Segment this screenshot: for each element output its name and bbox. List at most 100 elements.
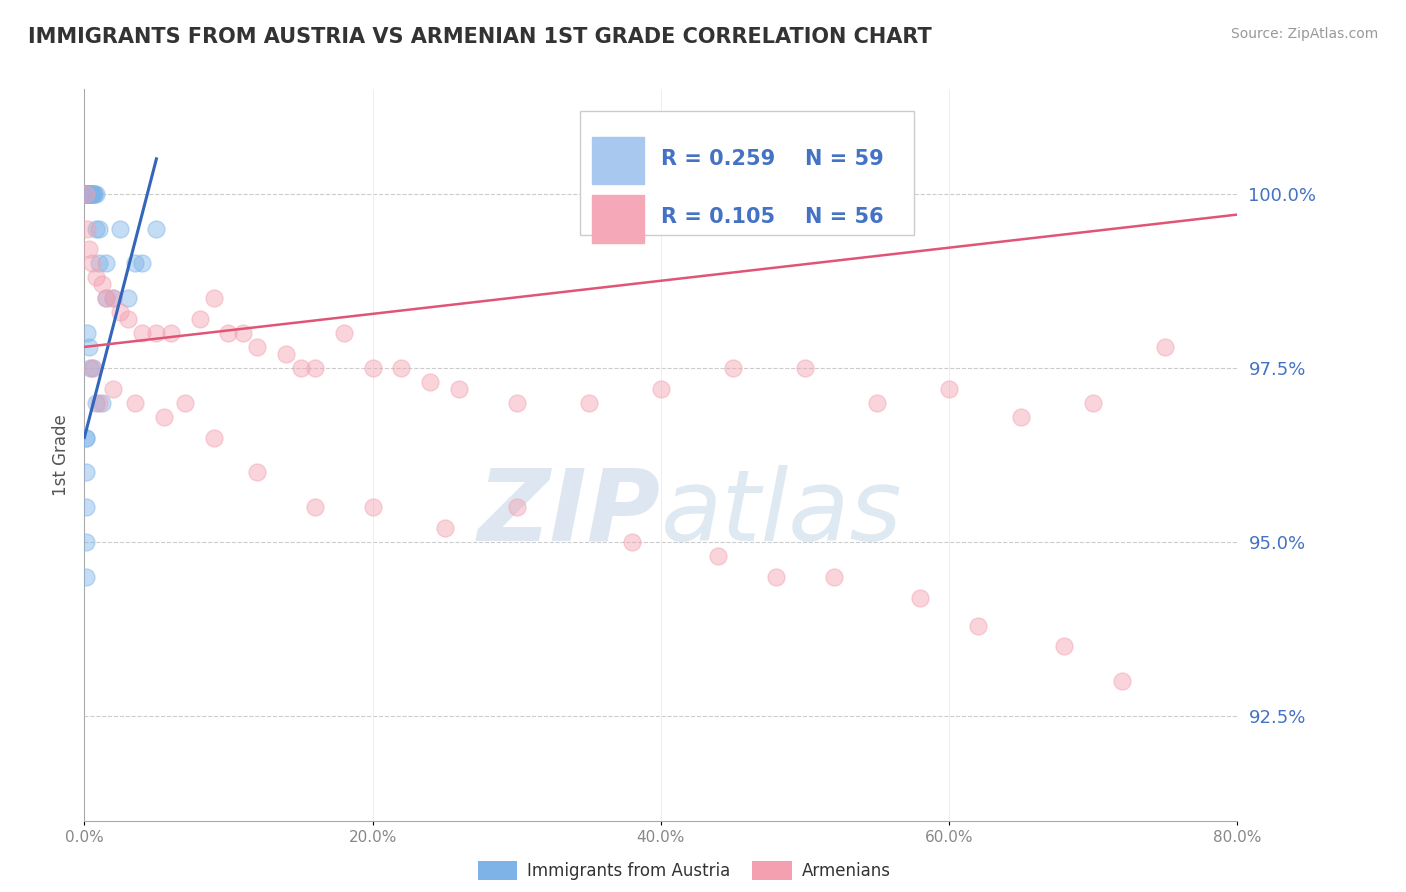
Point bbox=[103, 291, 124, 305]
Point bbox=[578, 395, 600, 409]
Point bbox=[80, 186, 103, 201]
Point bbox=[75, 430, 97, 444]
Point bbox=[866, 395, 889, 409]
Point bbox=[1053, 640, 1076, 654]
Point bbox=[202, 291, 225, 305]
Point bbox=[145, 221, 167, 235]
Point bbox=[90, 395, 112, 409]
Point bbox=[246, 466, 269, 480]
Text: ZIP: ZIP bbox=[478, 465, 661, 562]
Point bbox=[75, 186, 97, 201]
Point bbox=[152, 409, 174, 424]
Point bbox=[117, 312, 139, 326]
Point bbox=[823, 570, 845, 584]
Point bbox=[76, 186, 98, 201]
Point bbox=[75, 186, 97, 201]
Point bbox=[117, 291, 139, 305]
Point bbox=[77, 186, 100, 201]
Point bbox=[218, 326, 240, 340]
Point bbox=[75, 186, 97, 201]
Point bbox=[174, 395, 197, 409]
Point bbox=[75, 466, 97, 480]
Point bbox=[83, 186, 105, 201]
Point bbox=[910, 591, 932, 605]
Point bbox=[765, 570, 787, 584]
Point bbox=[76, 186, 98, 201]
Point bbox=[84, 186, 107, 201]
Text: R = 0.259: R = 0.259 bbox=[661, 149, 775, 169]
Point bbox=[75, 186, 97, 201]
Point bbox=[76, 186, 98, 201]
Point bbox=[87, 221, 110, 235]
Point bbox=[1010, 409, 1032, 424]
Point bbox=[90, 277, 112, 292]
Point bbox=[391, 360, 413, 375]
Point bbox=[80, 186, 103, 201]
Point bbox=[124, 395, 146, 409]
Point bbox=[75, 535, 97, 549]
Point bbox=[145, 326, 167, 340]
Point bbox=[76, 186, 98, 201]
Point bbox=[110, 221, 132, 235]
Point bbox=[75, 186, 97, 201]
Point bbox=[110, 305, 132, 319]
Point bbox=[232, 326, 254, 340]
Point bbox=[77, 186, 100, 201]
Point bbox=[304, 500, 326, 515]
Point bbox=[77, 186, 100, 201]
Point bbox=[103, 291, 124, 305]
Text: Source: ZipAtlas.com: Source: ZipAtlas.com bbox=[1230, 27, 1378, 41]
Y-axis label: 1st Grade: 1st Grade bbox=[52, 414, 70, 496]
Point bbox=[75, 186, 97, 201]
Point bbox=[333, 326, 356, 340]
Point bbox=[83, 186, 105, 201]
Point bbox=[84, 395, 107, 409]
Text: Immigrants from Austria: Immigrants from Austria bbox=[527, 862, 731, 880]
Point bbox=[87, 256, 110, 270]
Point bbox=[75, 186, 97, 201]
Point bbox=[506, 500, 529, 515]
Point bbox=[1083, 395, 1105, 409]
Point bbox=[76, 221, 98, 235]
Point bbox=[75, 186, 97, 201]
Point bbox=[202, 430, 225, 444]
Point bbox=[75, 186, 97, 201]
Text: N = 56: N = 56 bbox=[806, 207, 883, 227]
Point bbox=[361, 500, 384, 515]
Point bbox=[75, 430, 97, 444]
Point bbox=[160, 326, 183, 340]
Point bbox=[77, 186, 100, 201]
Point bbox=[621, 535, 644, 549]
Point bbox=[419, 375, 441, 389]
FancyBboxPatch shape bbox=[592, 136, 644, 185]
Point bbox=[276, 347, 298, 361]
Point bbox=[1111, 674, 1133, 689]
Point bbox=[131, 256, 153, 270]
Point bbox=[94, 291, 117, 305]
Point bbox=[1154, 340, 1177, 354]
Point bbox=[131, 326, 153, 340]
Point bbox=[94, 291, 117, 305]
Point bbox=[84, 221, 107, 235]
Point bbox=[77, 243, 100, 257]
Text: atlas: atlas bbox=[661, 465, 903, 562]
Point bbox=[506, 395, 529, 409]
Point bbox=[103, 382, 124, 396]
Point bbox=[75, 186, 97, 201]
Text: N = 59: N = 59 bbox=[806, 149, 884, 169]
Point bbox=[75, 186, 97, 201]
Point bbox=[124, 256, 146, 270]
Point bbox=[76, 186, 98, 201]
Point bbox=[80, 186, 103, 201]
Text: IMMIGRANTS FROM AUSTRIA VS ARMENIAN 1ST GRADE CORRELATION CHART: IMMIGRANTS FROM AUSTRIA VS ARMENIAN 1ST … bbox=[28, 27, 932, 46]
Point bbox=[75, 186, 97, 201]
Point bbox=[449, 382, 471, 396]
Point bbox=[94, 256, 117, 270]
Point bbox=[76, 186, 98, 201]
Point bbox=[967, 618, 990, 632]
Point bbox=[76, 186, 98, 201]
Point bbox=[76, 186, 98, 201]
Point bbox=[75, 186, 97, 201]
Point bbox=[75, 186, 97, 201]
Point bbox=[76, 186, 98, 201]
